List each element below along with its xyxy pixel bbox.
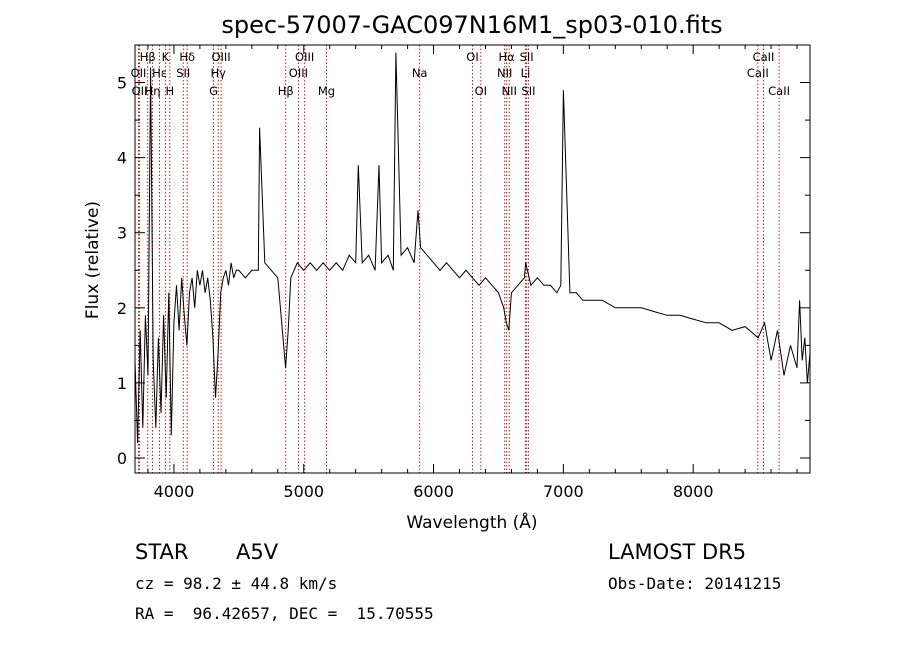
spectral-line-label: Hε	[152, 66, 167, 80]
spectral-line-label: OIII	[211, 50, 230, 64]
spectral-line-markers	[138, 45, 780, 473]
observation-date: Obs-Date: 20141215	[608, 574, 782, 593]
spectral-line-label: CaII	[753, 50, 775, 64]
spectral-line-label: Mg	[318, 84, 335, 98]
spectral-line-label: CaII	[747, 66, 769, 80]
spectral-line-label: OI	[466, 50, 478, 64]
spectral-line-label: Li	[521, 66, 531, 80]
y-tick-label: 2	[117, 299, 127, 318]
spectral-line-label: K	[162, 50, 170, 64]
x-tick-label: 6000	[413, 482, 454, 501]
object-class: STAR	[135, 540, 189, 564]
spectral-line-label: CaII	[768, 84, 790, 98]
spectral-line-label: G	[209, 84, 218, 98]
spectral-line-label: Na	[412, 66, 428, 80]
spectral-line-label: OI	[475, 84, 487, 98]
spectral-line-label: Hγ	[210, 66, 226, 80]
spectral-line-label: Hδ	[179, 50, 195, 64]
spectral-line-label: SII	[520, 50, 534, 64]
y-tick-label: 1	[117, 374, 127, 393]
spectral-line-label: Hη	[145, 84, 161, 98]
spectral-line-label: Hα	[499, 50, 516, 64]
y-tick-label: 4	[117, 149, 127, 168]
survey-name: LAMOST DR5	[608, 540, 747, 564]
spectrum-chart: spec-57007-GAC097N16M1_sp03-010.fits Hβ K…	[83, 11, 811, 533]
x-tick-label: 8000	[673, 482, 714, 501]
spectral-line-label: NII	[497, 66, 512, 80]
y-tick-label: 0	[117, 449, 127, 468]
spectral-line-label: Hβ	[140, 50, 156, 64]
plot-frame	[134, 44, 811, 474]
object-subclass: A5V	[236, 540, 279, 564]
x-tick-label: 7000	[543, 482, 584, 501]
spectral-line-label: NII	[502, 84, 517, 98]
redshift-velocity: cz = 98.2 ± 44.8 km/s	[135, 574, 338, 593]
spectral-line-label: OIII	[289, 66, 308, 80]
spectral-line-label: OII	[131, 66, 147, 80]
spectral-line-labels: Hβ K Hδ OIII OIII Na OI Hα SII CaII OII Hε SII Hγ OIII…	[131, 50, 790, 98]
spectral-line-label: SII	[176, 66, 190, 80]
spectral-line-label: H	[165, 84, 174, 98]
y-tick-label: 3	[117, 224, 127, 243]
spectral-line-label: OIII	[295, 50, 314, 64]
coordinates: RA = 96.42657, DEC = 15.70555	[135, 604, 434, 623]
spectrum-series-line	[134, 52, 811, 444]
y-axis: 0 1 2 3 4 5	[117, 74, 810, 468]
chart-title: spec-57007-GAC097N16M1_sp03-010.fits	[221, 11, 722, 39]
x-axis-label: Wavelength (Å)	[406, 511, 537, 533]
x-tick-label: 4000	[154, 482, 195, 501]
y-axis-label: Flux (relative)	[83, 201, 103, 319]
spectral-line-label: Hβ	[278, 84, 294, 98]
spectral-line-label: SII	[521, 84, 535, 98]
y-tick-label: 5	[117, 74, 127, 93]
x-axis: 4000 5000 6000 7000 8000	[147, 45, 798, 501]
spectral-line-label: OII	[132, 84, 148, 98]
x-tick-label: 5000	[283, 482, 324, 501]
